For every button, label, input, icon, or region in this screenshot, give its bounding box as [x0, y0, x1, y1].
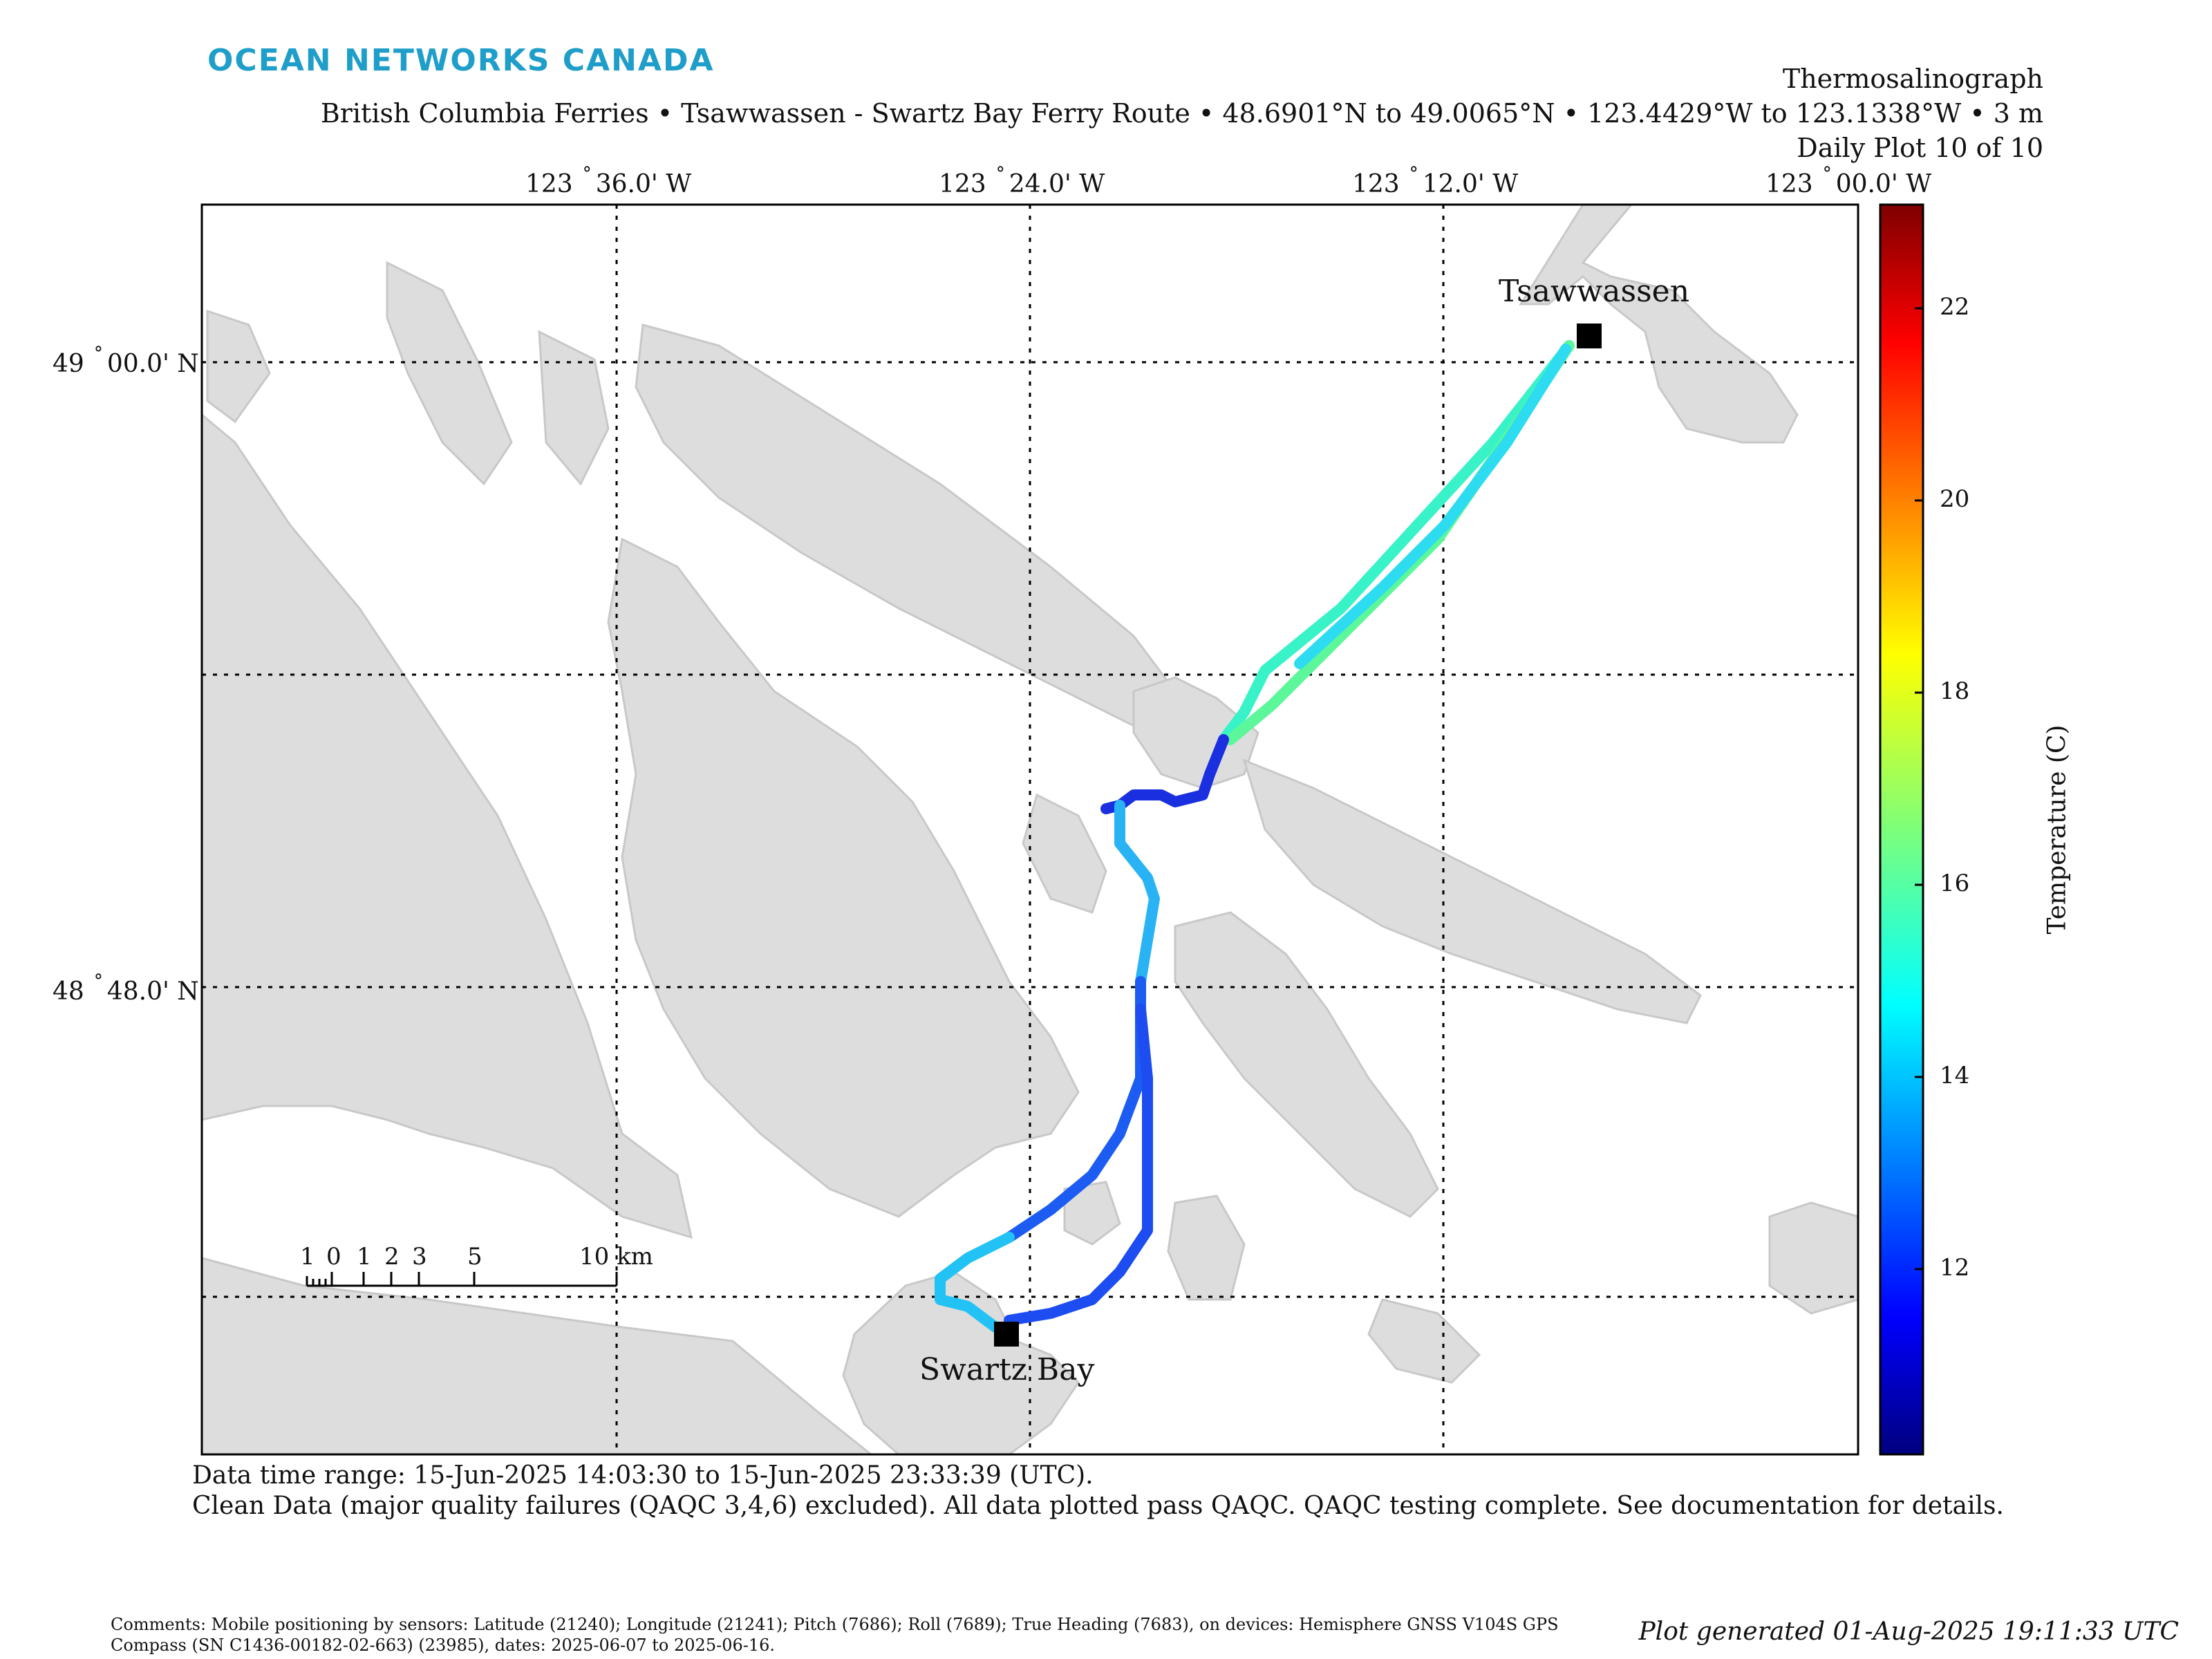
land-pender-island [1174, 911, 1439, 1218]
scale-label-3: 3 [412, 1243, 427, 1271]
land-saturna-island [1242, 758, 1702, 1024]
colorbar-tick-14: 14 [1940, 1062, 1970, 1089]
land-islet-se-2 [1367, 1298, 1481, 1384]
land-vancouver-island-south [202, 1257, 873, 1454]
land-islet-south-3 [1022, 793, 1107, 914]
land-islet-se-1 [1768, 1201, 1858, 1315]
longitude-label-12w: 123 ° 12.0' W [1352, 164, 1519, 198]
land-galiano-island [635, 324, 1177, 734]
track-segment-approach [935, 1232, 1015, 1333]
ferry-track [935, 340, 1575, 1333]
longitude-label-00w: 123 ° 00.0' W [1765, 164, 1932, 198]
data-time-range: Data time range: 15-Jun-2025 14:03:30 to… [192, 1461, 1094, 1490]
plot-index: Daily Plot 10 of 10 [1797, 133, 2043, 163]
land-islet-nw-2 [386, 261, 513, 486]
land-tsawwassen-peninsula [1519, 205, 1799, 444]
land-saltspring-island [607, 537, 1080, 1218]
tsawwassen-label: Tsawwassen [1499, 274, 1690, 309]
colorbar-tick-16: 16 [1940, 870, 1970, 897]
colorbar-tick-12: 12 [1940, 1254, 1970, 1282]
tsawwassen-terminal-marker [1577, 324, 1602, 348]
temperature-colorbar [1879, 203, 1924, 1456]
ocean-networks-canada-logo: OCEAN NETWORKS CANADA [207, 43, 715, 78]
latitude-label-49n: 49 ° 00.0' N [53, 344, 199, 378]
track-segment-strait-west [1218, 340, 1575, 745]
colorbar-tick-22: 22 [1940, 293, 1970, 321]
comments-line-1: Comments: Mobile positioning by sensors:… [111, 1615, 1559, 1634]
longitude-label-24w: 123 ° 24.0' W [939, 164, 1105, 198]
scale-bar [306, 1272, 618, 1287]
colorbar-ticks [1915, 307, 1923, 1271]
plot-generated-timestamp: Plot generated 01-Aug-2025 19:11:33 UTC [1638, 1618, 2179, 1646]
plot-route-description: British Columbia Ferries • Tsawwassen - … [320, 98, 2043, 129]
colorbar-tick-18: 18 [1940, 677, 1970, 705]
land-vancouver-island [202, 413, 693, 1239]
land-mayne-island [1132, 676, 1259, 789]
plot-instrument: Thermosalinograph [1782, 64, 2043, 94]
land-islet-south-1 [1063, 1181, 1121, 1246]
longitude-label-36w: 123 ° 36.0' W [525, 164, 692, 198]
swartz-bay-terminal-marker [994, 1322, 1019, 1347]
colorbar-tick-20: 20 [1940, 485, 1970, 513]
scale-label-5: 5 [467, 1243, 482, 1271]
scale-label-0: 0 [326, 1243, 341, 1271]
map-graticule [202, 205, 1858, 1454]
track-segment-channel-east [1004, 1004, 1153, 1326]
colorbar-title: Temperature (C) [2043, 724, 2072, 935]
track-segment-strait-mid [1294, 344, 1571, 669]
track-segment-channel-north [1114, 800, 1160, 987]
scale-label-1: 1 [357, 1243, 372, 1271]
land-islet-nw-1 [206, 309, 271, 424]
scale-label-2: 2 [384, 1243, 400, 1271]
scale-label-1-left: 1 [300, 1243, 315, 1271]
swartz-bay-label: Swartz Bay [919, 1352, 1095, 1387]
land-islet-south-2 [1167, 1194, 1246, 1301]
qaqc-note: Clean Data (major quality failures (QAQC… [192, 1492, 2004, 1520]
land-islet-nw-3 [538, 330, 610, 486]
latitude-label-48-48n: 48 ° 48.0' N [53, 971, 199, 1006]
scale-label-10km: 10 km [579, 1243, 653, 1271]
comments-line-2: Compass (SN C1436-00182-02-663) (23985),… [111, 1635, 776, 1655]
